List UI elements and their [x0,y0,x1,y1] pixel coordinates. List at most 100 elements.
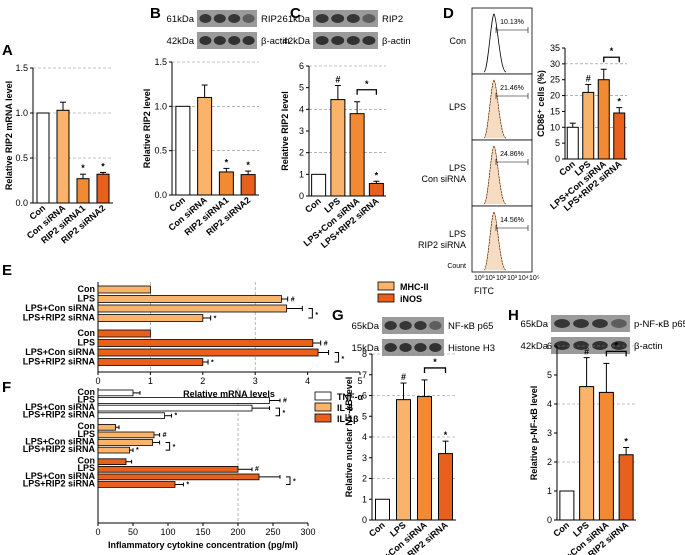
x-tick-label: 100 [160,527,175,537]
blot-band [362,14,376,23]
y-tick-label: 5 [299,83,304,93]
comparison-bracket [605,350,627,357]
comparison-bracket [334,352,340,363]
y-tick-label: 0 [362,515,367,525]
bracket-star: * [315,312,318,319]
category-label: LPS [77,463,95,473]
blot-target-strip [313,10,378,27]
category-label: Con [78,284,96,294]
blot-c: 61kDa RIP2 42kDa β-actin [283,10,411,49]
panel-letter-c: C [290,5,301,22]
bar-con [311,173,327,197]
blot-band [414,321,427,330]
legend-swatch [314,391,332,401]
y-axis-label: Relative RIP2 level [280,91,290,171]
x-tick-label: 3 [253,376,258,386]
flow-histogram-2: 21.46% LPS [449,73,533,141]
y-tick-label: 0.0 [15,198,28,208]
comparison-bracket [603,56,620,63]
y-tick-label: 20 [550,91,560,101]
y-tick-label: 0.0 [154,190,167,200]
bar-lps-con-sirna [349,113,365,197]
significance-star: * [617,97,621,107]
bar-il-6-lps-rip2-sirna [97,446,130,454]
bracket-star: * [614,340,618,350]
y-tick-label: 5 [362,411,367,421]
bar-rip2-sirna2 [240,174,256,196]
protein-label: Histone H3 [448,343,495,354]
bar-il-1--lps-con-sirna [97,473,260,481]
category-label: LPS+Con siRNA [25,436,95,446]
protein-label: RIP2 [382,14,403,25]
panel-letter-h: H [508,307,519,324]
bar-rip2-sirna1 [218,171,234,196]
x-axis-label: Relative mRNA levels [183,389,275,399]
category-label: LPS [77,294,95,304]
significance-hash: # [335,75,340,85]
blot-band [573,341,589,350]
marker-size-label: 61kDa [167,14,195,25]
marker-size-label: 61kDa [283,14,311,25]
bar-con [375,498,390,521]
flow-y-label: Count [447,263,466,270]
panel-letter-e: E [2,262,12,279]
legend-label: IL-6 [337,403,353,413]
flow-condition-label: LPS [449,102,466,112]
y-tick-label: 10 [550,122,560,132]
y-tick-label: 5 [555,138,560,148]
protein-label: β-actin [261,36,290,47]
significance-star: * [624,437,628,447]
flow-x-label: FITC [474,286,494,296]
bar-rip2-sirna2 [96,173,110,204]
control-overlay [483,145,507,205]
legend-swatch [377,293,395,303]
y-tick-label: 1.0 [15,108,28,118]
blot-band [228,36,241,45]
comparison-bracket [308,308,313,319]
blot-band [331,36,345,45]
blot-band [346,14,360,23]
protein-label: p-NF-κB p65 [634,319,685,330]
x-tick-label: 200 [230,527,245,537]
y-axis-label: Relative RIP2 level [142,89,152,169]
blot-band [346,36,360,45]
y-tick-label: 1 [299,169,304,179]
y-tick-label: 25 [550,75,560,85]
y-tick-label: 1.5 [154,57,167,67]
blot-band [429,321,442,330]
bar-inos-lps-con-sirna [97,348,319,357]
bracket-star: * [173,444,176,451]
bracket-star: * [365,79,369,89]
bar-tnf--lps-rip2-sirna [97,412,165,419]
x-tick-label: 300 [300,527,315,537]
y-tick-label: 15 [550,106,560,116]
marker-size-label: 42kDa [167,36,195,47]
bar-lps-con-sirna [417,396,432,521]
histogram-peak [483,13,507,73]
category-label: Con [367,520,387,539]
legend-label: MHC-II [400,282,429,292]
blot-band [242,36,255,45]
bar-inos-con [97,329,151,338]
flow-x-tick: 10² [496,275,507,282]
y-tick-label: 1.5 [15,63,28,73]
bar-con-sirna [56,109,70,204]
significance-star: * [175,413,178,420]
bar-con [566,126,579,160]
legend-swatch [377,281,395,291]
significance-star: * [101,161,105,171]
control-overlay [483,211,507,271]
blot-band [592,341,608,350]
bar-tnf--lps-con-sirna [97,404,253,412]
flow-condition-label: LPS [449,229,466,239]
y-axis-label: CD86⁺ cells (%) [536,70,546,137]
bar-lps-con-sirna [597,79,610,160]
blot-band [228,14,241,23]
y-tick-label: 0.5 [154,146,167,156]
blot-target-strip [197,10,257,27]
significance-hash: # [283,397,287,404]
blot-b: 61kDa RIP2 42kDa β-actin [167,10,290,49]
significance-star: * [375,170,379,180]
